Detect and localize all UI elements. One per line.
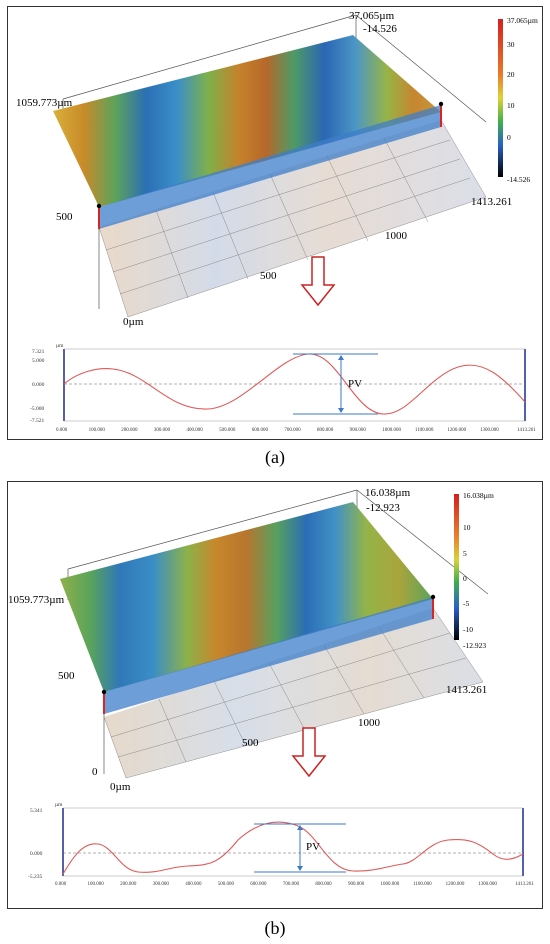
x-1000-label-a: 1000 <box>385 230 408 242</box>
x-mid-label-a: 500 <box>260 270 277 282</box>
z-min-label-b: -12.923 <box>366 502 400 514</box>
profile-x-tick: 800.000 <box>317 428 334 433</box>
profile-x-tick: 900.000 <box>350 428 367 433</box>
profile-x-tick: 1000.000 <box>380 882 399 887</box>
down-arrow-icon <box>300 256 336 307</box>
x-max-label-a: 1413.261 <box>471 196 512 208</box>
pv-label-a: PV <box>348 378 362 390</box>
colorbar-ticks-a: 37.065µm 30 20 10 0 -14.526 <box>507 16 538 184</box>
profile-x-tick: 700.000 <box>283 882 300 887</box>
profile-x-tick: 400.000 <box>186 428 203 433</box>
caption-b-text: (b) <box>264 918 286 938</box>
profile-x-tick: 800.000 <box>315 882 332 887</box>
profile-x-tick: 1000.000 <box>382 428 401 433</box>
profile-x-tick: 200.000 <box>120 882 137 887</box>
profile-x-tick: 1413.261 <box>517 428 536 433</box>
colorbar-tick: 0 <box>507 133 511 142</box>
profile-x-tick: 1100.000 <box>413 882 432 887</box>
profile-y-tick: -5.235 <box>28 874 42 880</box>
y-max-label-b: 1059.773µm <box>8 594 65 606</box>
colorbar-tick: 0 <box>463 574 467 583</box>
profile-y-tick: 7.321 <box>32 349 45 355</box>
profile-x-tick: 600.000 <box>252 428 269 433</box>
x-mid-label-b: 500 <box>242 737 259 749</box>
profile-x-tick: 100.000 <box>88 882 105 887</box>
surface-projection-b <box>104 608 483 778</box>
surface-projection-a <box>99 120 486 317</box>
colorbar-tick: -14.526 <box>507 175 530 184</box>
figure-a-svg: 37.065µm -14.526 1059.773µm 500 0µm 500 … <box>16 10 538 433</box>
caption-b: (b) <box>0 918 550 939</box>
figure-panel-b: 16.038µm -12.923 1059.773µm 500 0 0µm 50… <box>7 481 543 909</box>
surface-grid-a <box>98 119 487 318</box>
colorbar-tick: 10 <box>463 523 471 532</box>
figure-panel-a: 37.065µm -14.526 1059.773µm 500 0µm 500 … <box>7 6 543 440</box>
surface-map-b <box>60 502 433 692</box>
colorbar-tick: 5 <box>463 549 467 558</box>
colorbar-tick: -12.923 <box>463 641 486 650</box>
x-origin-label-b: 0µm <box>110 781 131 793</box>
profile-x-tick: 0.000 <box>55 882 67 887</box>
y-max-label-a: 1059.773µm <box>16 97 73 109</box>
pv-label-b: PV <box>306 841 320 853</box>
profile-x-tick: 1200.000 <box>446 882 465 887</box>
profile-x-tick: 300.000 <box>153 882 170 887</box>
profile-x-tick: 600.000 <box>250 882 267 887</box>
profile-x-tick: 1200.000 <box>447 428 466 433</box>
profile-x-tick: 400.000 <box>185 882 202 887</box>
profile-y-tick: 5.341 <box>30 808 43 814</box>
profile-x-tick: 0.000 <box>56 428 68 433</box>
colorbar-tick: 37.065µm <box>507 16 538 25</box>
colorbar-tick: 20 <box>507 70 515 79</box>
profile-y-tick: 0.000 <box>30 851 43 857</box>
colorbar-tick: -10 <box>463 625 473 634</box>
profile-x-tick: 500.000 <box>219 428 236 433</box>
profile-x-tick: 200.000 <box>121 428 138 433</box>
z-min-label-a: -14.526 <box>363 23 397 35</box>
profile-y-tick: 0.000 <box>32 382 45 388</box>
profile-y-tick: -7.521 <box>30 418 44 424</box>
surface-map-a <box>53 35 441 207</box>
profile-x-tick: 100.000 <box>89 428 106 433</box>
profile-x-tick: 900.000 <box>348 882 365 887</box>
profile-chart-a: µm 7.321 5.000 0.000 -5.000 -7.521 0.000… <box>30 343 536 433</box>
colorbar-tick: -5 <box>463 599 469 608</box>
colorbar-ticks-b: 16.038µm 10 5 0 -5 -10 -12.923 <box>463 491 494 650</box>
profile-y-unit: µm <box>55 802 63 808</box>
y-mid-label-a: 500 <box>56 211 73 223</box>
profile-y-tick: -5.000 <box>30 406 44 412</box>
surface-grid-b <box>103 607 484 779</box>
colorbar-tick: 30 <box>507 40 515 49</box>
colorbar-tick: 16.038µm <box>463 491 494 500</box>
y-mid-label-b: 500 <box>58 670 75 682</box>
profile-line-b <box>62 821 524 875</box>
x-1000-label-b: 1000 <box>358 717 381 729</box>
profile-x-tick: 1300.000 <box>480 428 499 433</box>
colorbar-b <box>454 494 459 640</box>
profile-x-tick: 1100.000 <box>415 428 434 433</box>
caption-a-text: (a) <box>265 447 285 467</box>
profile-x-tick: 700.000 <box>284 428 301 433</box>
profile-x-tick: 500.000 <box>218 882 235 887</box>
colorbar-a <box>498 19 503 177</box>
x-origin-label-a: 0µm <box>123 316 144 328</box>
z-max-label-b: 16.038µm <box>365 487 411 499</box>
down-arrow-icon <box>291 727 327 778</box>
x-max-label-b: 1413.261 <box>446 684 487 696</box>
profile-chart-b: µm 5.341 0.000 -5.235 0.000 100.000 200.00… <box>28 802 534 887</box>
figure-b-svg: 16.038µm -12.923 1059.773µm 500 0 0µm 50… <box>8 487 534 887</box>
profile-band-b <box>104 597 433 714</box>
profile-x-tick: 300.000 <box>154 428 171 433</box>
colorbar-tick: 10 <box>507 101 515 110</box>
profile-band-a <box>99 105 441 229</box>
z-max-label-a: 37.065µm <box>349 10 395 22</box>
profile-y-tick: 5.000 <box>32 358 45 364</box>
profile-y-unit: µm <box>56 343 64 349</box>
y-zero-label-b: 0 <box>92 766 98 778</box>
profile-x-tick: 1413.261 <box>515 882 534 887</box>
profile-x-tick: 1300.000 <box>478 882 497 887</box>
caption-a: (a) <box>0 447 550 468</box>
